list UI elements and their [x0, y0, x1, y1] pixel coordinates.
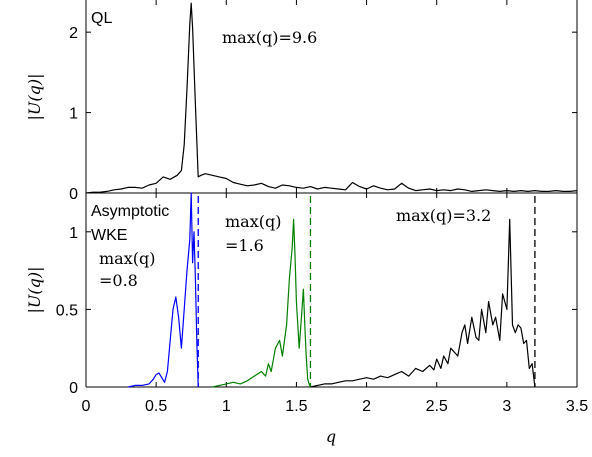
green-annotation-line2: =1.6 [225, 236, 264, 255]
x-tick-label: 1.5 [285, 398, 307, 415]
blue-annotation-line1: max(q) [99, 249, 155, 268]
y-tick-label: 1 [69, 106, 78, 123]
series-line [85, 2, 578, 194]
series-line [127, 192, 199, 388]
bottom-panel-cutoff-lines [197, 196, 536, 387]
x-tick-label: 0.5 [145, 398, 167, 415]
top-panel-annotation: max(q)=9.6 [222, 28, 317, 47]
x-tick-label: 0 [82, 398, 91, 415]
y-tick-label: 0.5 [56, 302, 78, 319]
y-tick-label: 2 [69, 25, 78, 42]
x-tick-label: 3 [502, 398, 511, 415]
bottom-panel-y-ticks: 00.51 [56, 225, 577, 397]
top-panel: 0 1 2 QL |U(q)| max(q)=9.6 [25, 0, 578, 203]
top-panel-label: QL [91, 10, 112, 27]
y-tick-label: 0 [69, 380, 78, 397]
top-panel-y-ticks: 0 1 2 [69, 25, 577, 203]
top-panel-ylabel: |U(q)| [25, 74, 44, 121]
bottom-panel-label-line2: WKE [91, 227, 127, 244]
bottom-panel-x-ticks: 0 0.5 1 1.5 2 2.5 3 3.5 [82, 193, 588, 415]
bottom-panel-label-line1: Asymptotic [91, 203, 169, 220]
bottom-panel-xlabel: q [326, 427, 336, 446]
x-tick-label: 2 [362, 398, 371, 415]
black-annotation: max(q)=3.2 [396, 206, 491, 225]
y-tick-label: 0 [69, 186, 78, 203]
series-line [310, 218, 536, 388]
bottom-panel: 00.51 0 0.5 1 1.5 2 2.5 3 3.5 Asymptotic WKE |U… [25, 192, 588, 446]
y-tick-label: 1 [69, 225, 78, 242]
x-tick-label: 3.5 [566, 398, 588, 415]
top-panel-series [85, 2, 578, 194]
blue-annotation-line2: =0.8 [99, 271, 138, 290]
series-line [212, 218, 312, 388]
x-tick-label: 1 [222, 398, 231, 415]
x-tick-label: 2.5 [426, 398, 448, 415]
bottom-panel-ylabel: |U(q)| [25, 267, 44, 314]
green-annotation-line1: max(q) [225, 212, 281, 231]
top-panel-x-ticks [85, 0, 578, 193]
bottom-panel-series [127, 192, 536, 388]
